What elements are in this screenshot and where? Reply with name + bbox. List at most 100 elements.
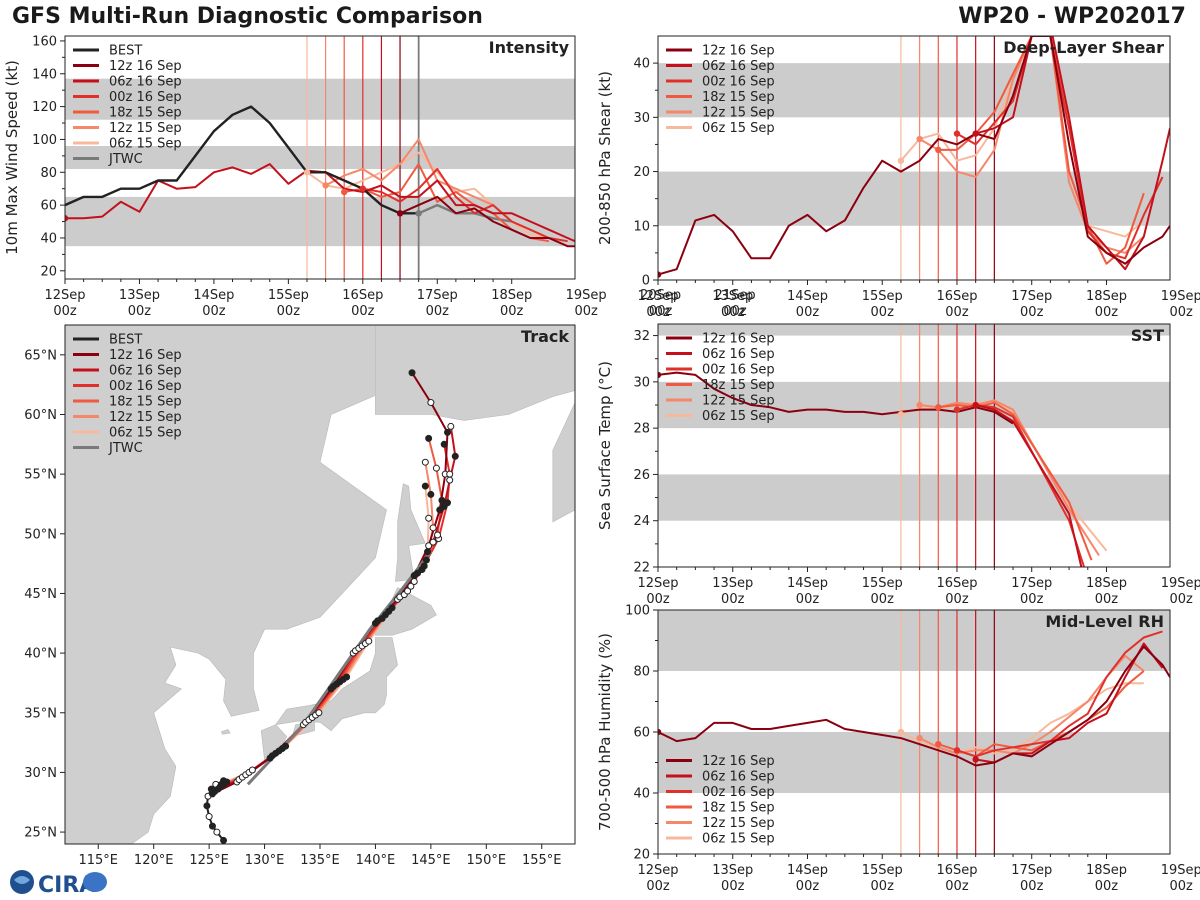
intensity-xtick-label-day: 17Sep <box>417 288 458 303</box>
sst-legend-label-12z-16-sep: 12z 16 Sep <box>702 332 775 347</box>
track-point-06z-15-sep <box>426 515 432 521</box>
track-legend-label-06z-15-sep: 06z 15 Sep <box>109 426 182 441</box>
shear-xtick-label-day: 12Sep <box>637 289 678 304</box>
intensity-xtick-label-hour: 00z <box>202 304 226 319</box>
track-point-00z-16-sep <box>441 441 447 447</box>
intensity-ytick-label: 140 <box>32 67 57 82</box>
shear-xtick-label-hour: 00z <box>796 305 820 320</box>
intensity-marker-12z-16-sep <box>397 210 403 216</box>
sst-legend-label-12z-15-sep: 12z 15 Sep <box>702 394 775 409</box>
track-xtick-label: 130°E <box>245 853 285 868</box>
sst-ytick-label: 28 <box>633 422 650 437</box>
storm-id-title: WP20 - WP202017 <box>958 4 1186 29</box>
shear-xtick-label-day: 16Sep <box>936 289 977 304</box>
intensity-title: Intensity <box>489 38 570 57</box>
intensity-xtick-label-hour: 00z <box>500 304 524 319</box>
sst-legend-label-06z-15-sep: 06z 15 Sep <box>702 409 775 424</box>
sst-ytick-label: 26 <box>633 468 650 483</box>
intensity-legend-label-12z-15-sep: 12z 15 Sep <box>109 121 182 136</box>
track-point-06z-15-sep <box>283 743 289 749</box>
intensity-legend-label-06z-16-sep: 06z 16 Sep <box>109 75 182 90</box>
sst-marker-06z-15-sep <box>898 411 904 417</box>
sst-xtick-label-hour: 00z <box>1020 592 1044 607</box>
sst-ylabel: Sea Surface Temp (°C) <box>596 361 614 530</box>
track-title: Track <box>521 327 569 346</box>
track-legend-label-jtwc: JTWC <box>108 441 143 456</box>
shear-xtick-label-hour: 00z <box>945 305 969 320</box>
rh-xtick-label-hour: 00z <box>945 879 969 894</box>
rh-xtick-label-hour: 00z <box>1095 879 1119 894</box>
intensity-xtick-label-hour: 00z <box>574 304 598 319</box>
shear-ytick-label: 0 <box>642 274 650 289</box>
track-ytick-label: 25°N <box>24 826 57 841</box>
track-ytick-label: 35°N <box>24 706 57 721</box>
sst-xtick-label-hour: 00z <box>871 592 895 607</box>
shear-ylabel: 200-850 hPa Shear (kt) <box>596 71 614 245</box>
track-xtick-label: 125°E <box>189 853 229 868</box>
shear-xtick-label-day: 19Sep <box>1161 289 1200 304</box>
track-ytick-label: 45°N <box>24 587 57 602</box>
shear-legend-label-06z-15-sep: 06z 15 Sep <box>702 121 775 136</box>
shear-legend-label-00z-16-sep: 00z 16 Sep <box>702 75 775 90</box>
rh-xtick-label-day: 13Sep <box>712 863 753 878</box>
rh-xtick-label-day: 19Sep <box>1161 863 1200 878</box>
logo-emblem <box>83 872 107 892</box>
track-point-18z-15-sep <box>421 563 427 569</box>
intensity-marker-06z-15-sep <box>304 169 310 175</box>
track-point-18z-15-sep <box>439 497 445 503</box>
intensity-xtick-label-hour: 00z <box>53 304 77 319</box>
track-legend-label-12z-16-sep: 12z 16 Sep <box>109 348 182 363</box>
diagnostic-figure: 2040608010012014016012Sep00z13Sep00z14Se… <box>0 0 1200 900</box>
track-point-best <box>204 803 210 809</box>
sst-xtick-label-hour: 00z <box>721 592 745 607</box>
intensity-ylabel: 10m Max Wind Speed (kt) <box>3 60 21 255</box>
shear-marker-06z-16-sep <box>972 130 978 136</box>
shear-band-0 <box>658 172 1170 226</box>
track-xtick-label: 150°E <box>467 853 507 868</box>
shear-ytick-label: 40 <box>633 57 650 72</box>
track-point-06z-16-sep <box>447 477 453 483</box>
sst-legend-label-00z-16-sep: 00z 16 Sep <box>702 363 775 378</box>
intensity-marker-jtwc <box>415 210 421 216</box>
figure-title: GFS Multi-Run Diagnostic Comparison <box>12 4 483 29</box>
sst-xtick-label-day: 13Sep <box>712 576 753 591</box>
track-point-12z-15-sep <box>430 525 436 531</box>
track-point-12z-15-sep <box>423 557 429 563</box>
sst-ytick-label: 30 <box>633 375 650 390</box>
intensity-xtick-label-day: 18Sep <box>491 288 532 303</box>
intensity-ytick-label: 20 <box>40 264 57 279</box>
sst-xtick-label-day: 14Sep <box>787 576 828 591</box>
track-point-best <box>209 823 215 829</box>
sst-ytick-label: 24 <box>633 514 650 529</box>
sst-ytick-label: 22 <box>633 561 650 576</box>
sst-xtick-label-day: 18Sep <box>1086 576 1127 591</box>
track-xtick-label: 120°E <box>134 853 174 868</box>
intensity-xtick-label-hour: 00z <box>426 304 450 319</box>
track-point-best <box>206 814 212 820</box>
rh-ytick-label: 100 <box>625 604 650 619</box>
rh-legend-label-18z-15-sep: 18z 15 Sep <box>702 801 775 816</box>
intensity-ytick-label: 160 <box>32 34 57 49</box>
rh-marker-06z-16-sep <box>972 756 978 762</box>
track-xtick-label: 140°E <box>356 853 396 868</box>
shear-xtick-label-day: 17Sep <box>1011 289 1052 304</box>
shear-xtick-label-hour: 00z <box>721 305 745 320</box>
intensity-xtick-label-day: 14Sep <box>193 288 234 303</box>
shear-title: Deep-Layer Shear <box>1003 38 1164 57</box>
track-point-06z-15-sep <box>344 674 350 680</box>
track-xtick-label: 155°E <box>522 853 562 868</box>
track-point-best <box>221 837 227 843</box>
intensity-ytick-label: 100 <box>32 133 57 148</box>
rh-legend-label-06z-15-sep: 06z 15 Sep <box>702 832 775 847</box>
rh-marker-12z-15-sep <box>916 735 922 741</box>
track-point-best <box>214 829 220 835</box>
intensity-ytick-label: 120 <box>32 100 57 115</box>
rh-xtick-label-day: 12Sep <box>637 863 678 878</box>
intensity-legend-label-jtwc: JTWC <box>108 152 143 167</box>
panel-track: 115°E 120°E 125°E 130°E 135°E 140°E 145°E 150°E… <box>24 319 575 868</box>
track-point-06z-16-sep <box>430 539 436 545</box>
rh-ytick-label: 40 <box>633 787 650 802</box>
track-ytick-label: 60°N <box>24 408 57 423</box>
sst-xtick-label-day: 12Sep <box>637 576 678 591</box>
track-point-12z-16-sep <box>445 429 451 435</box>
